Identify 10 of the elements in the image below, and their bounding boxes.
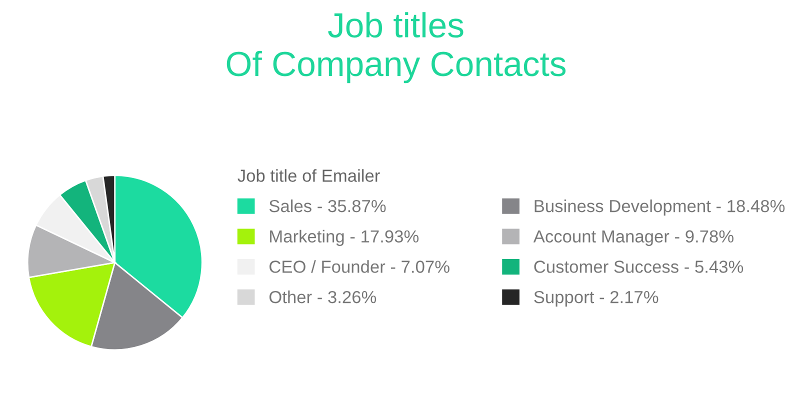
- chart-title: Job titles Of Company Contacts: [226, 12, 566, 84]
- legend-label: Account Manager - 9.78%: [533, 230, 734, 246]
- legend-label: Other - 3.26%: [269, 290, 376, 304]
- legend-label: Marketing - 17.93%: [270, 230, 419, 246]
- legend-label: CEO / Founder - 7.07%: [270, 260, 450, 273]
- legend-label: Business Development - 18.48%: [534, 199, 785, 216]
- legend-title: Job title of Emailer: [238, 169, 380, 182]
- legend-label: Support - 2.17%: [534, 290, 658, 307]
- legend-label: Customer Success - 5.43%: [534, 260, 744, 273]
- legend-label: Sales - 35.87%: [269, 199, 386, 212]
